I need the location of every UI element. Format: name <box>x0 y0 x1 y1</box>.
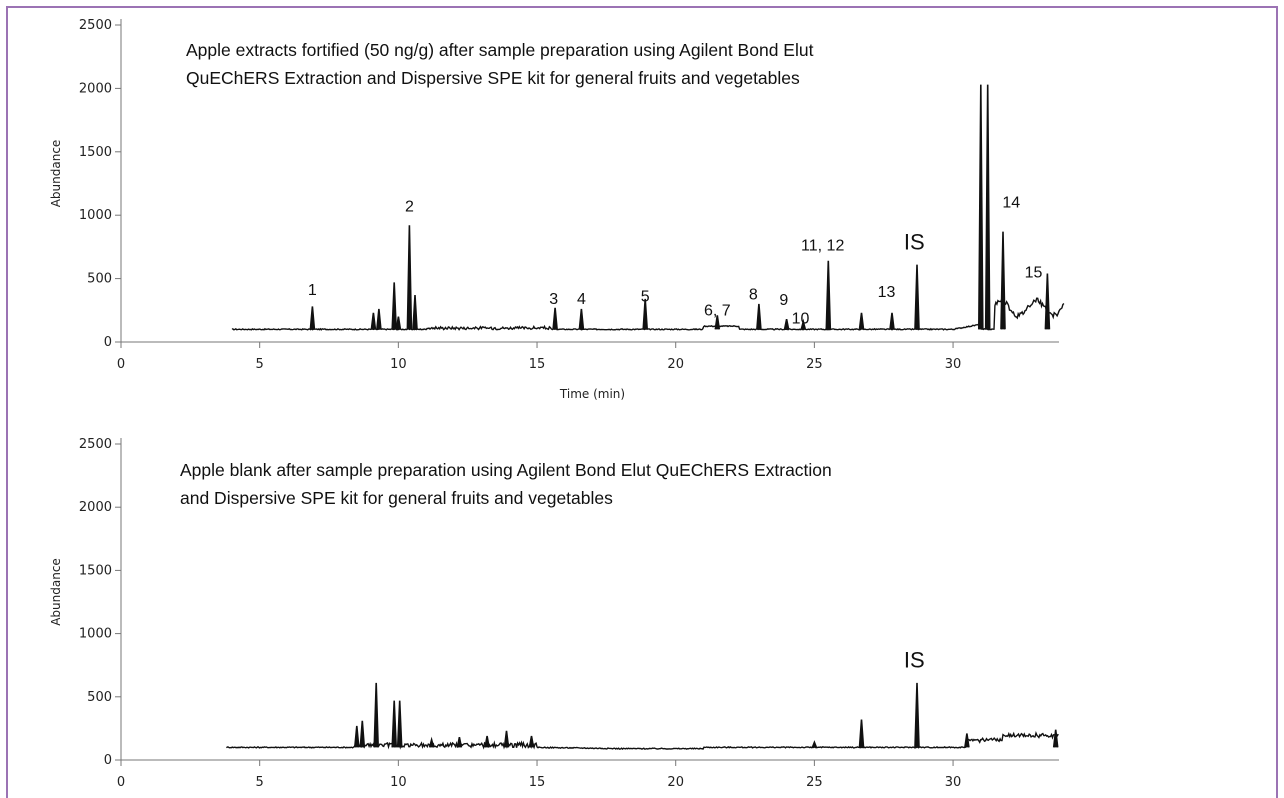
peak-mark <box>1054 730 1058 748</box>
chromatogram-trace <box>226 733 1058 749</box>
peak-label: 11, 12 <box>801 238 844 255</box>
peak-mark <box>785 319 789 329</box>
peak-mark <box>860 720 864 748</box>
peak-mark <box>392 701 396 748</box>
peak-mark <box>530 736 534 747</box>
peak-mark <box>553 308 557 330</box>
peak-label: 1 <box>308 282 317 299</box>
peak-mark <box>396 317 400 330</box>
peak-mark <box>986 85 990 330</box>
peak-mark <box>860 313 864 330</box>
peak-mark <box>374 683 378 747</box>
peak-label: 8 <box>749 287 758 304</box>
y-tick-label: 500 <box>87 272 112 287</box>
peak-label: 3 <box>549 291 558 308</box>
y-tick-label: 500 <box>87 690 112 705</box>
x-tick-label: 25 <box>806 357 823 372</box>
peak-label: 15 <box>1025 264 1043 281</box>
peak-mark <box>915 265 919 330</box>
y-tick-label: 2000 <box>79 500 112 515</box>
peak-mark <box>413 295 417 329</box>
peak-mark <box>377 309 381 329</box>
peak-mark <box>1045 274 1049 330</box>
peak-label: IS <box>904 648 925 673</box>
chart-caption-line: QuEChERS Extraction and Dispersive SPE k… <box>186 68 800 88</box>
peak-mark <box>890 313 894 330</box>
x-tick-label: 10 <box>390 357 407 372</box>
y-axis-label: Abundance <box>49 558 63 626</box>
y-tick-label: 2500 <box>79 18 112 33</box>
x-tick-label: 10 <box>390 775 407 790</box>
y-tick-label: 0 <box>104 335 112 350</box>
peak-mark <box>812 742 816 747</box>
peak-mark <box>579 309 583 329</box>
x-tick-label: 25 <box>806 775 823 790</box>
peak-label: 10 <box>792 311 810 328</box>
peak-mark <box>360 721 364 748</box>
peak-mark <box>407 225 411 329</box>
peak-mark <box>505 731 509 747</box>
y-tick-label: 1500 <box>79 145 112 160</box>
peak-mark <box>757 304 761 329</box>
peak-label: 14 <box>1002 195 1020 212</box>
peak-label: 13 <box>878 284 896 301</box>
peak-mark <box>979 85 983 330</box>
x-tick-label: 30 <box>945 357 962 372</box>
peak-mark <box>392 282 396 329</box>
x-tick-label: 5 <box>256 775 264 790</box>
peak-mark <box>915 683 919 747</box>
y-tick-label: 1000 <box>79 627 112 642</box>
x-tick-label: 20 <box>667 775 684 790</box>
peak-label: 6, 7 <box>704 302 731 319</box>
y-tick-label: 0 <box>104 753 112 768</box>
x-tick-label: 15 <box>529 775 546 790</box>
y-tick-label: 1500 <box>79 563 112 578</box>
peak-label: 5 <box>641 288 650 305</box>
y-tick-label: 2000 <box>79 81 112 96</box>
peak-label: 9 <box>779 292 788 309</box>
peak-label: IS <box>904 229 925 254</box>
peak-mark <box>457 737 461 747</box>
x-axis-label: Time (min) <box>559 387 625 401</box>
peak-mark <box>371 313 375 330</box>
x-tick-label: 20 <box>667 357 684 372</box>
chart-caption-line: Apple blank after sample preparation usi… <box>180 460 832 480</box>
x-tick-label: 15 <box>529 357 546 372</box>
peak-mark <box>430 740 434 748</box>
chart-caption-line: Apple extracts fortified (50 ng/g) after… <box>186 40 814 60</box>
peak-mark <box>965 734 969 748</box>
y-tick-label: 1000 <box>79 208 112 223</box>
peak-label: 4 <box>577 291 586 308</box>
peak-mark <box>310 307 314 330</box>
peak-mark <box>826 261 830 330</box>
peak-mark <box>1001 232 1005 330</box>
chart-caption-line: and Dispersive SPE kit for general fruit… <box>180 488 613 508</box>
x-tick-label: 5 <box>256 357 264 372</box>
peak-mark <box>398 701 402 748</box>
y-axis-label: Abundance <box>49 140 63 208</box>
x-tick-label: 30 <box>945 775 962 790</box>
x-tick-label: 0 <box>117 775 125 790</box>
peak-label: 2 <box>405 198 414 215</box>
x-tick-label: 0 <box>117 357 125 372</box>
y-tick-label: 2500 <box>79 437 112 452</box>
peak-mark <box>485 736 489 747</box>
peak-mark <box>355 726 359 747</box>
